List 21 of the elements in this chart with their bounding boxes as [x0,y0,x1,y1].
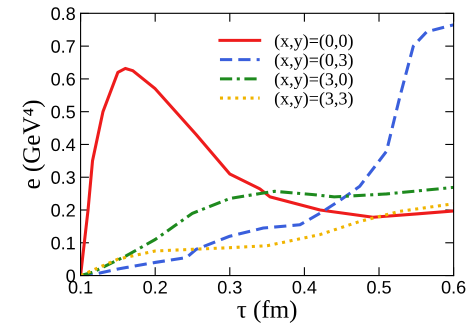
legend-label: (x,y)=(0,3) [274,53,353,70]
x-tick-label: 0.4 [292,280,316,294]
y-tick-label: 0.8 [51,7,75,20]
y-tick-label: 0 [66,269,76,282]
y-axis-title: e (GeV⁴) [22,100,46,188]
x-tick-label: 0.5 [367,280,391,294]
x-tick-label: 0.2 [143,280,167,294]
y-tick-label: 0.7 [51,40,75,53]
legend-label: (x,y)=(0,0) [274,34,353,51]
legend-label: (x,y)=(3,3) [274,92,353,108]
y-tick-label: 0.3 [51,171,75,184]
x-tick-label: 0.3 [218,280,242,294]
x-tick-label: 0.6 [442,280,466,294]
legend-label: (x,y)=(3,0) [274,72,353,90]
x-axis-title: τ (fm) [237,300,296,323]
y-tick-label: 0.5 [51,106,75,118]
y-tick-label: 0.1 [51,236,75,250]
y-tick-label: 0.6 [51,72,75,86]
y-tick-label: 0.2 [51,204,75,217]
y-tick-label: 0.4 [51,138,76,152]
x-tick-label: 0.1 [68,280,92,294]
